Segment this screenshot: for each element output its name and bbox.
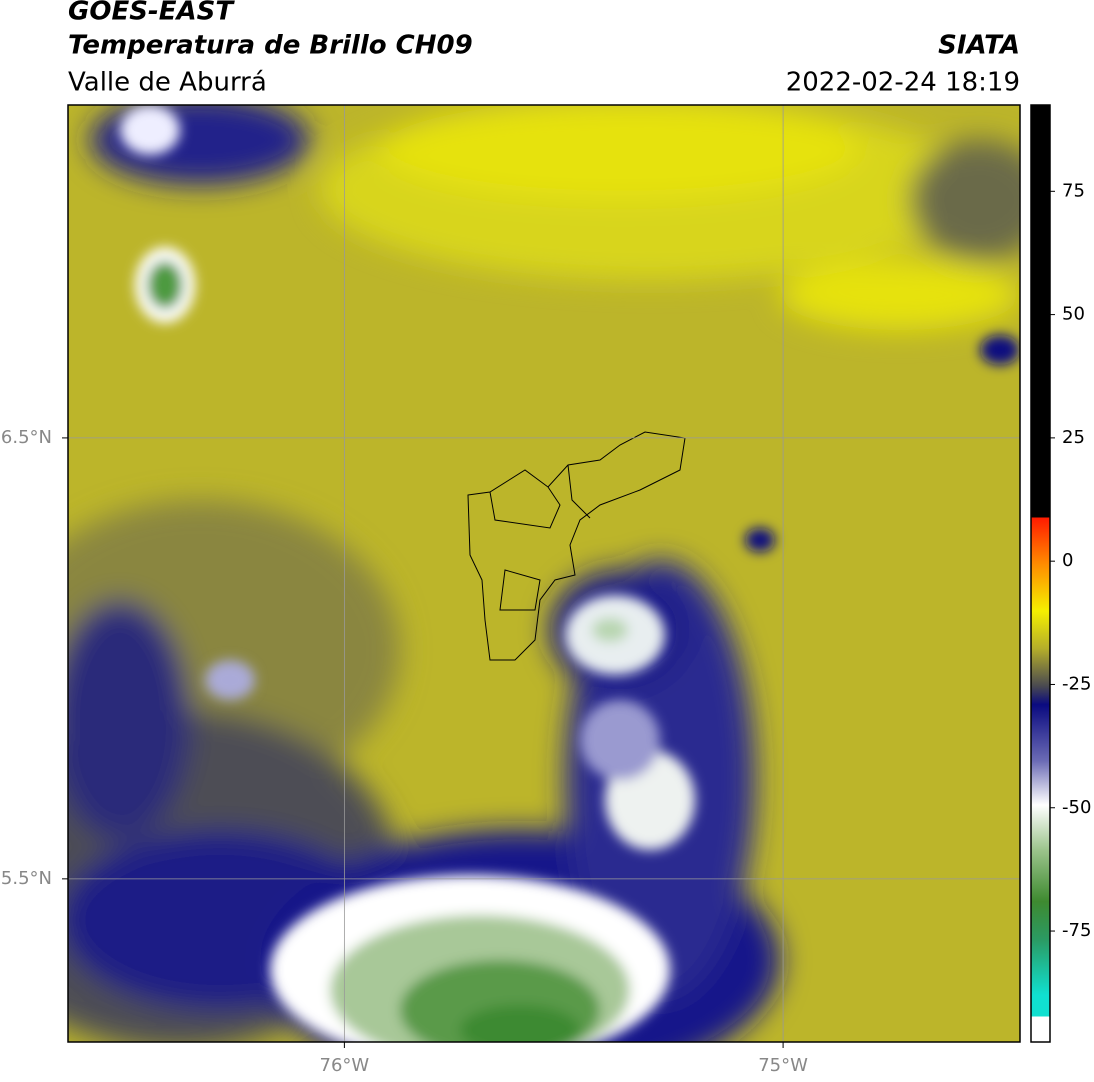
colorbar-tick-label: 50 — [1062, 304, 1085, 325]
region: Valle de Aburrá — [68, 68, 267, 98]
colorbar-tick-label: 0 — [1062, 550, 1073, 571]
y-tick-label: 6.5°N — [1, 427, 52, 448]
title: GOES-EAST — [68, 0, 235, 27]
satellite-image — [68, 105, 1020, 1042]
colorbar-tick-label: 75 — [1062, 180, 1085, 201]
y-tick-label: 5.5°N — [1, 868, 52, 889]
colorbar-tick-label: 25 — [1062, 427, 1085, 448]
source: SIATA — [938, 31, 1020, 61]
colorbar-tick-label: -50 — [1062, 797, 1091, 818]
x-tick-label: 76°W — [320, 1055, 370, 1076]
colorbar-tick-label: -75 — [1062, 920, 1091, 941]
map-frame — [67, 104, 1021, 1043]
x-tick-label: 75°W — [758, 1055, 808, 1076]
colorbar — [1030, 104, 1051, 1043]
municipal-boundaries — [467, 431, 686, 661]
datetime: 2022-02-24 18:19 — [786, 68, 1020, 98]
subtitle: Temperatura de Brillo CH09 — [68, 31, 473, 61]
colorbar-tick-label: -25 — [1062, 673, 1091, 694]
